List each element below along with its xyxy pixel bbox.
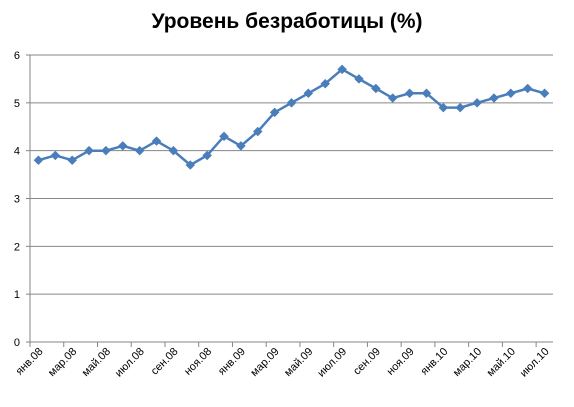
data-point: [117, 141, 128, 151]
data-point: [472, 97, 482, 108]
data-point: [489, 93, 499, 103]
y-tick-label: 1: [14, 289, 20, 301]
data-point: [219, 131, 229, 142]
data-point: [134, 145, 145, 156]
y-tick-label: 4: [14, 146, 20, 158]
data-point: [236, 141, 246, 151]
x-tick-label: мар.10: [451, 346, 484, 379]
x-tick-label: май.10: [485, 346, 518, 379]
data-point: [505, 88, 516, 99]
x-tick-label: сен.09: [351, 346, 383, 378]
x-tick-label: мар.09: [248, 346, 281, 379]
data-point: [522, 83, 533, 94]
y-tick-label: 3: [14, 194, 20, 206]
data-point: [303, 88, 314, 99]
x-tick-label: мар.08: [46, 346, 79, 379]
y-tick-label: 5: [14, 98, 20, 110]
data-point: [286, 97, 297, 108]
y-tick-label: 0: [14, 337, 20, 349]
x-tick-label: янв.10: [419, 346, 451, 378]
data-point: [404, 88, 415, 99]
x-tick-label: ноя.09: [385, 346, 417, 378]
data-point: [371, 83, 381, 94]
x-tick-label: янв.09: [216, 346, 248, 378]
data-point: [101, 145, 111, 156]
data-point: [168, 145, 179, 156]
x-tick-label: май.09: [282, 346, 315, 379]
x-tick-label: ноя.08: [182, 346, 214, 378]
x-tick-label: июл.08: [113, 346, 147, 380]
data-point: [252, 126, 263, 137]
y-tick-label: 2: [14, 241, 20, 253]
x-axis-ticks: янв.08 мар.08 май.08 июл.08 сен.08 ноя.08 янв.…: [14, 342, 552, 379]
data-point: [320, 78, 331, 89]
x-tick-label: сен.08: [149, 346, 181, 378]
y-axis-ticks: 0 1 2 3 4 5 6: [14, 50, 30, 349]
x-tick-label: июл.09: [315, 346, 349, 380]
data-point: [354, 74, 364, 84]
data-point: [84, 145, 94, 156]
data-point: [185, 160, 196, 170]
data-point: [387, 93, 398, 103]
data-point: [202, 150, 212, 161]
series-points: [33, 64, 550, 170]
data-point: [67, 155, 78, 166]
y-tick-label: 6: [14, 50, 20, 62]
data-point: [438, 102, 449, 113]
data-point: [269, 107, 280, 118]
gridlines: [30, 54, 553, 295]
data-point: [33, 155, 44, 166]
x-tick-label: май.08: [80, 346, 113, 379]
x-tick-label: июл.10: [518, 346, 552, 380]
data-point: [151, 136, 162, 146]
data-point: [421, 88, 432, 99]
data-point: [50, 150, 61, 161]
data-point: [337, 64, 347, 75]
x-tick-label: янв.08: [14, 346, 46, 378]
data-point: [539, 88, 550, 99]
chart-title: Уровень безработицы (%): [151, 10, 423, 33]
data-point: [455, 102, 466, 113]
